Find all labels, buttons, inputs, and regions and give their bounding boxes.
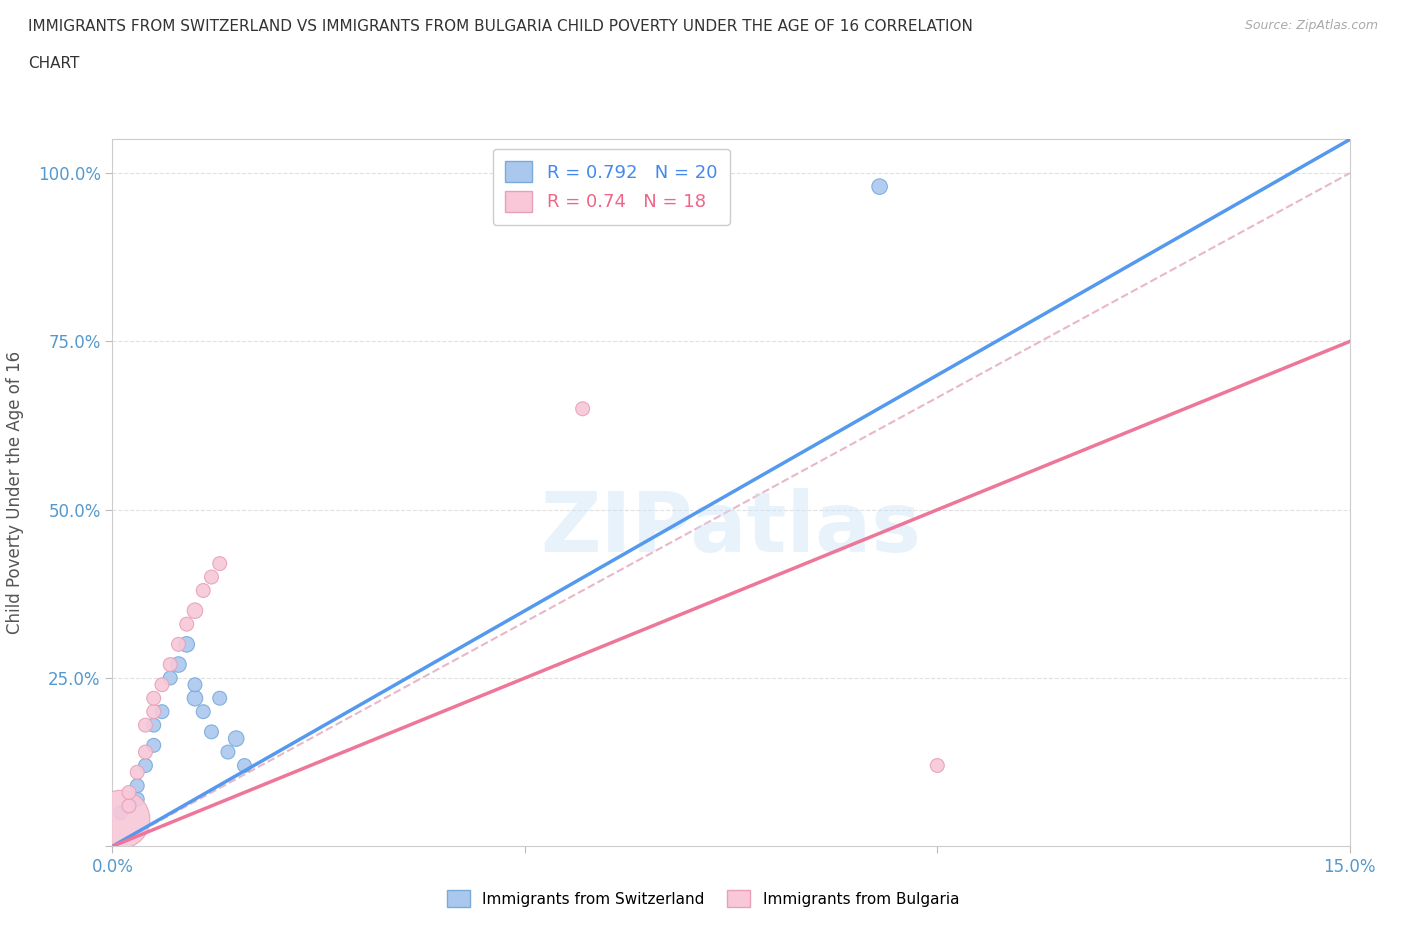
Point [118, 799, 141, 814]
Point [571, 402, 593, 417]
Point [225, 731, 247, 746]
Point [208, 691, 231, 706]
Point [150, 704, 173, 719]
Point [200, 724, 222, 739]
Point [127, 764, 149, 779]
Text: ZIPatlas: ZIPatlas [541, 487, 921, 569]
Point [142, 704, 165, 719]
Y-axis label: Child Poverty Under the Age of 16: Child Poverty Under the Age of 16 [6, 352, 24, 634]
Point [142, 718, 165, 733]
Point [110, 805, 132, 820]
Point [184, 677, 207, 692]
Text: Source: ZipAtlas.com: Source: ZipAtlas.com [1244, 19, 1378, 32]
Point [134, 745, 156, 760]
Point [142, 691, 165, 706]
Point [193, 583, 215, 598]
Point [208, 556, 231, 571]
Point [159, 658, 181, 672]
Point [184, 691, 207, 706]
Point [869, 179, 891, 194]
Text: CHART: CHART [28, 56, 80, 71]
Point [118, 799, 141, 814]
Point [159, 671, 181, 685]
Point [127, 778, 149, 793]
Point [167, 637, 190, 652]
Point [134, 758, 156, 773]
Point [233, 758, 256, 773]
Legend: R = 0.792   N = 20, R = 0.74   N = 18: R = 0.792 N = 20, R = 0.74 N = 18 [492, 149, 730, 224]
Point [167, 658, 190, 672]
Legend: Immigrants from Switzerland, Immigrants from Bulgaria: Immigrants from Switzerland, Immigrants … [441, 884, 965, 913]
Point [110, 812, 132, 827]
Point [134, 718, 156, 733]
Point [184, 604, 207, 618]
Point [118, 785, 141, 800]
Point [176, 637, 198, 652]
Point [217, 745, 239, 760]
Point [142, 737, 165, 752]
Point [927, 758, 949, 773]
Point [176, 617, 198, 631]
Point [127, 791, 149, 806]
Point [150, 677, 173, 692]
Point [193, 704, 215, 719]
Point [200, 569, 222, 584]
Text: IMMIGRANTS FROM SWITZERLAND VS IMMIGRANTS FROM BULGARIA CHILD POVERTY UNDER THE : IMMIGRANTS FROM SWITZERLAND VS IMMIGRANT… [28, 19, 973, 33]
